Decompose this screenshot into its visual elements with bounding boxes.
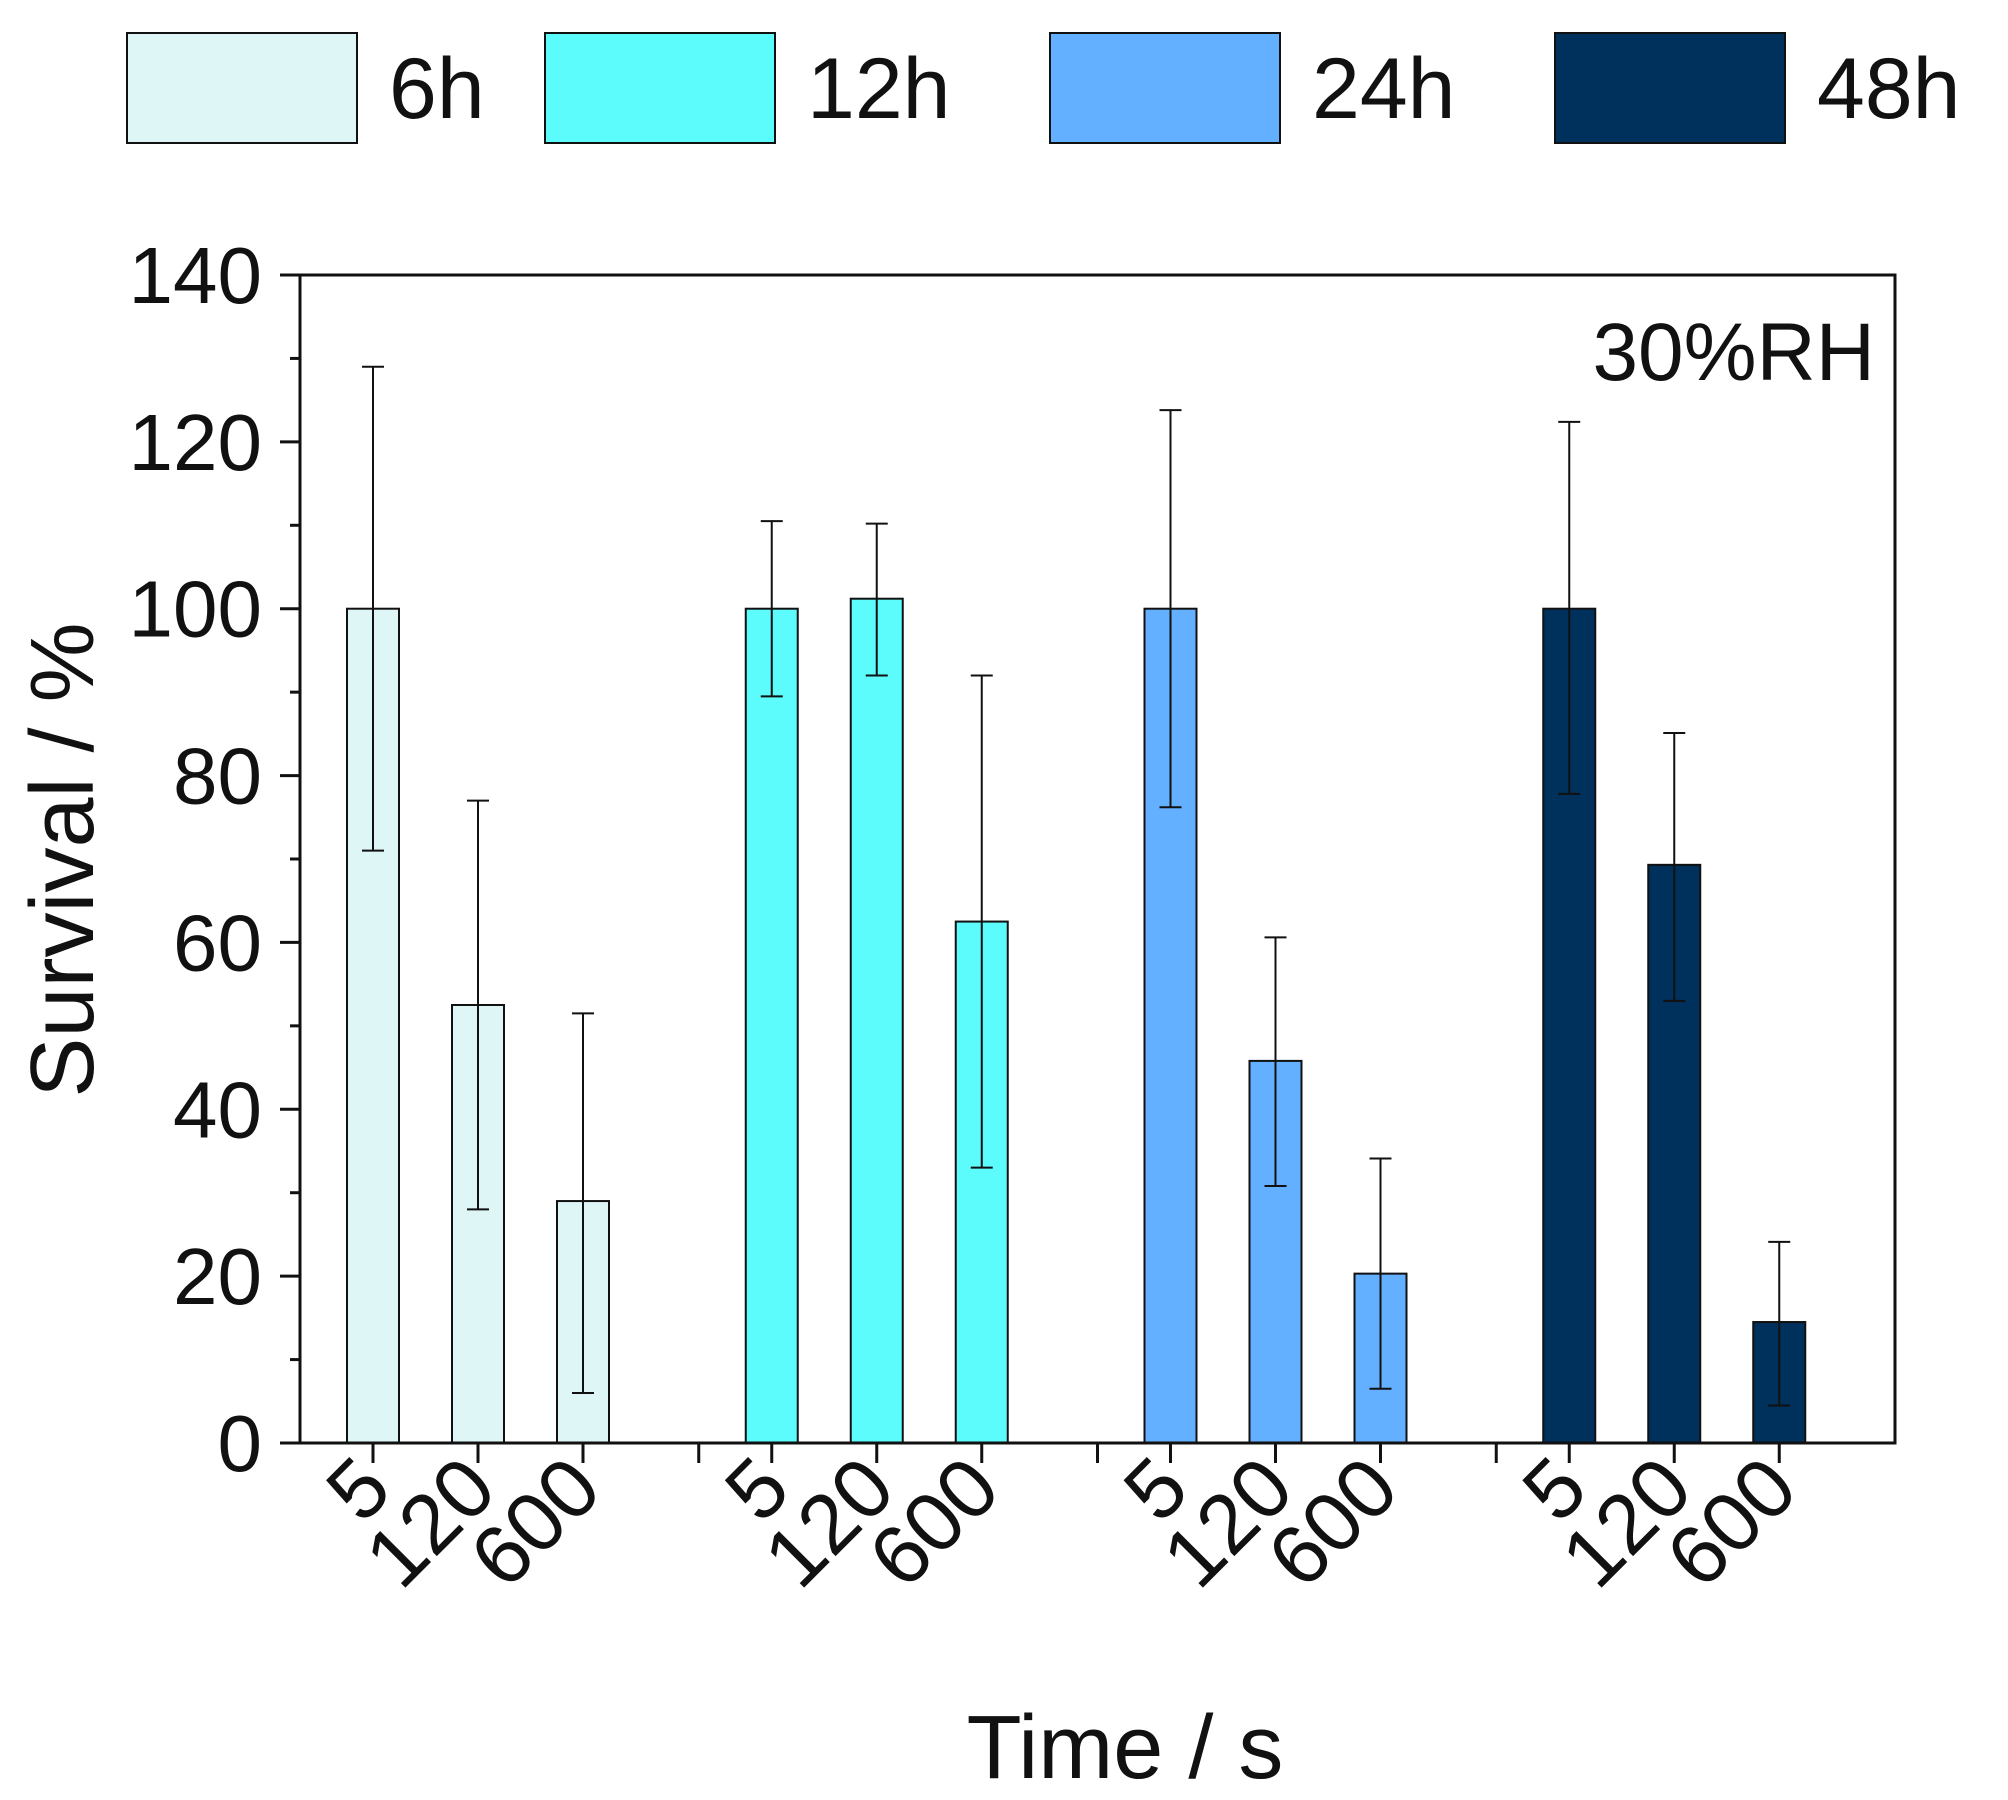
legend-label-48h: 48h bbox=[1817, 41, 1961, 137]
bar-12h-600 bbox=[954, 920, 1009, 1444]
legend-swatch-24h bbox=[1049, 32, 1281, 144]
y-axis: 0 20 40 60 80 100 120 140 bbox=[129, 231, 300, 1488]
legend-swatch-48h bbox=[1554, 32, 1786, 144]
y-tick-label: 120 bbox=[129, 398, 262, 487]
bars-layer bbox=[346, 597, 1807, 1445]
legend-swatch-6h bbox=[126, 32, 358, 144]
legend-label-12h: 12h bbox=[807, 41, 951, 137]
x-axis-title: Time / s bbox=[967, 1698, 1284, 1798]
y-tick-label: 100 bbox=[129, 565, 262, 654]
y-tick-label: 20 bbox=[173, 1232, 262, 1321]
legend-label-24h: 24h bbox=[1312, 41, 1456, 137]
bar-12h-5 bbox=[744, 607, 799, 1444]
y-axis-title: Survival / % bbox=[13, 622, 113, 1097]
bar-12h-120 bbox=[849, 597, 904, 1444]
y-tick-label: 80 bbox=[173, 732, 262, 821]
x-tick-label: 600 bbox=[1250, 1439, 1416, 1605]
legend-label-6h: 6h bbox=[389, 41, 485, 137]
y-tick-label: 0 bbox=[218, 1399, 263, 1488]
legend-swatch-12h bbox=[544, 32, 776, 144]
y-tick-label: 140 bbox=[129, 231, 262, 320]
legend: 6h 12h 24h 48h bbox=[126, 32, 1961, 144]
x-tick-label: 600 bbox=[851, 1439, 1017, 1605]
annotation-label: 30%RH bbox=[1592, 307, 1875, 398]
error-bars-layer bbox=[362, 365, 1791, 1407]
y-tick-label: 60 bbox=[173, 898, 262, 987]
x-tick-label: 600 bbox=[452, 1439, 618, 1605]
y-tick-label: 40 bbox=[173, 1065, 262, 1154]
x-tick-label: 600 bbox=[1648, 1439, 1814, 1605]
